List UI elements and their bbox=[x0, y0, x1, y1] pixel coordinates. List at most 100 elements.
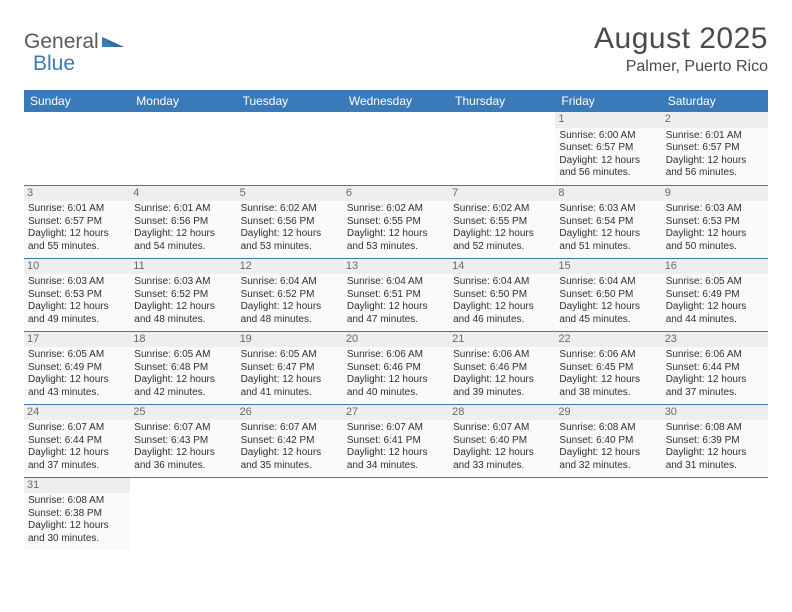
daylight-line: Daylight: 12 hours and 53 minutes. bbox=[347, 228, 445, 253]
day-number: 16 bbox=[662, 259, 768, 275]
sunset-line: Sunset: 6:49 PM bbox=[666, 289, 764, 302]
calendar-row: 31Sunrise: 6:08 AMSunset: 6:38 PMDayligh… bbox=[24, 477, 768, 550]
sunrise-line: Sunrise: 6:07 AM bbox=[241, 422, 339, 435]
day-number: 5 bbox=[237, 186, 343, 202]
day-number: 22 bbox=[555, 332, 661, 348]
daylight-line: Daylight: 12 hours and 56 minutes. bbox=[559, 155, 657, 180]
day-number: 28 bbox=[449, 405, 555, 421]
calendar-cell: 31Sunrise: 6:08 AMSunset: 6:38 PMDayligh… bbox=[24, 477, 130, 550]
weekday-header: Monday bbox=[130, 90, 236, 112]
calendar-cell: 12Sunrise: 6:04 AMSunset: 6:52 PMDayligh… bbox=[237, 258, 343, 331]
sunrise-line: Sunrise: 6:02 AM bbox=[241, 203, 339, 216]
daylight-line: Daylight: 12 hours and 45 minutes. bbox=[559, 301, 657, 326]
day-number: 12 bbox=[237, 259, 343, 275]
calendar-cell: 3Sunrise: 6:01 AMSunset: 6:57 PMDaylight… bbox=[24, 185, 130, 258]
daylight-line: Daylight: 12 hours and 54 minutes. bbox=[134, 228, 232, 253]
calendar-cell bbox=[343, 112, 449, 185]
day-number: 25 bbox=[130, 405, 236, 421]
sunset-line: Sunset: 6:49 PM bbox=[28, 362, 126, 375]
sunrise-line: Sunrise: 6:03 AM bbox=[28, 276, 126, 289]
sunset-line: Sunset: 6:51 PM bbox=[347, 289, 445, 302]
day-number: 26 bbox=[237, 405, 343, 421]
page-subtitle: Palmer, Puerto Rico bbox=[594, 58, 768, 76]
sunrise-line: Sunrise: 6:00 AM bbox=[559, 130, 657, 143]
daylight-line: Daylight: 12 hours and 35 minutes. bbox=[241, 447, 339, 472]
calendar-cell: 23Sunrise: 6:06 AMSunset: 6:44 PMDayligh… bbox=[662, 331, 768, 404]
sunset-line: Sunset: 6:52 PM bbox=[241, 289, 339, 302]
sunset-line: Sunset: 6:54 PM bbox=[559, 216, 657, 229]
day-number: 6 bbox=[343, 186, 449, 202]
calendar-cell bbox=[449, 112, 555, 185]
sunrise-line: Sunrise: 6:08 AM bbox=[666, 422, 764, 435]
calendar-cell: 25Sunrise: 6:07 AMSunset: 6:43 PMDayligh… bbox=[130, 404, 236, 477]
calendar-cell: 14Sunrise: 6:04 AMSunset: 6:50 PMDayligh… bbox=[449, 258, 555, 331]
sunrise-line: Sunrise: 6:04 AM bbox=[453, 276, 551, 289]
daylight-line: Daylight: 12 hours and 38 minutes. bbox=[559, 374, 657, 399]
sunset-line: Sunset: 6:38 PM bbox=[28, 508, 126, 521]
day-number: 24 bbox=[24, 405, 130, 421]
sunset-line: Sunset: 6:46 PM bbox=[453, 362, 551, 375]
sunset-line: Sunset: 6:41 PM bbox=[347, 435, 445, 448]
sunrise-line: Sunrise: 6:01 AM bbox=[134, 203, 232, 216]
daylight-line: Daylight: 12 hours and 55 minutes. bbox=[28, 228, 126, 253]
sunrise-line: Sunrise: 6:03 AM bbox=[666, 203, 764, 216]
day-number: 1 bbox=[555, 112, 661, 128]
day-number: 10 bbox=[24, 259, 130, 275]
sunset-line: Sunset: 6:47 PM bbox=[241, 362, 339, 375]
day-number: 13 bbox=[343, 259, 449, 275]
calendar-cell: 22Sunrise: 6:06 AMSunset: 6:45 PMDayligh… bbox=[555, 331, 661, 404]
day-number: 17 bbox=[24, 332, 130, 348]
sunset-line: Sunset: 6:55 PM bbox=[347, 216, 445, 229]
sunrise-line: Sunrise: 6:06 AM bbox=[453, 349, 551, 362]
day-number: 7 bbox=[449, 186, 555, 202]
sunrise-line: Sunrise: 6:04 AM bbox=[241, 276, 339, 289]
day-number: 27 bbox=[343, 405, 449, 421]
sunrise-line: Sunrise: 6:02 AM bbox=[453, 203, 551, 216]
calendar-cell: 19Sunrise: 6:05 AMSunset: 6:47 PMDayligh… bbox=[237, 331, 343, 404]
calendar-cell bbox=[237, 112, 343, 185]
calendar-cell: 2Sunrise: 6:01 AMSunset: 6:57 PMDaylight… bbox=[662, 112, 768, 185]
sunrise-line: Sunrise: 6:06 AM bbox=[559, 349, 657, 362]
sunrise-line: Sunrise: 6:05 AM bbox=[666, 276, 764, 289]
daylight-line: Daylight: 12 hours and 43 minutes. bbox=[28, 374, 126, 399]
header: General August 2025 Palmer, Puerto Rico bbox=[24, 22, 768, 76]
calendar-cell: 13Sunrise: 6:04 AMSunset: 6:51 PMDayligh… bbox=[343, 258, 449, 331]
calendar-cell: 10Sunrise: 6:03 AMSunset: 6:53 PMDayligh… bbox=[24, 258, 130, 331]
daylight-line: Daylight: 12 hours and 53 minutes. bbox=[241, 228, 339, 253]
day-number: 9 bbox=[662, 186, 768, 202]
sunset-line: Sunset: 6:53 PM bbox=[28, 289, 126, 302]
calendar-cell: 18Sunrise: 6:05 AMSunset: 6:48 PMDayligh… bbox=[130, 331, 236, 404]
day-number: 31 bbox=[24, 478, 130, 494]
sunrise-line: Sunrise: 6:01 AM bbox=[666, 130, 764, 143]
sunset-line: Sunset: 6:43 PM bbox=[134, 435, 232, 448]
daylight-line: Daylight: 12 hours and 48 minutes. bbox=[241, 301, 339, 326]
day-number: 4 bbox=[130, 186, 236, 202]
daylight-line: Daylight: 12 hours and 48 minutes. bbox=[134, 301, 232, 326]
sunrise-line: Sunrise: 6:08 AM bbox=[559, 422, 657, 435]
daylight-line: Daylight: 12 hours and 47 minutes. bbox=[347, 301, 445, 326]
calendar-cell: 27Sunrise: 6:07 AMSunset: 6:41 PMDayligh… bbox=[343, 404, 449, 477]
daylight-line: Daylight: 12 hours and 46 minutes. bbox=[453, 301, 551, 326]
calendar-cell: 9Sunrise: 6:03 AMSunset: 6:53 PMDaylight… bbox=[662, 185, 768, 258]
sunset-line: Sunset: 6:52 PM bbox=[134, 289, 232, 302]
logo-triangle-icon bbox=[102, 33, 124, 52]
logo-word2: Blue bbox=[33, 52, 75, 76]
sunset-line: Sunset: 6:55 PM bbox=[453, 216, 551, 229]
sunset-line: Sunset: 6:40 PM bbox=[453, 435, 551, 448]
logo-word1: General bbox=[24, 30, 99, 54]
day-number: 23 bbox=[662, 332, 768, 348]
day-number: 15 bbox=[555, 259, 661, 275]
day-number: 8 bbox=[555, 186, 661, 202]
calendar-row: 10Sunrise: 6:03 AMSunset: 6:53 PM Dayligh… bbox=[24, 258, 768, 331]
sunrise-line: Sunrise: 6:07 AM bbox=[134, 422, 232, 435]
calendar-row: 1Sunrise: 6:00 AMSunset: 6:57 PMDaylight… bbox=[24, 112, 768, 185]
sunrise-line: Sunrise: 6:01 AM bbox=[28, 203, 126, 216]
calendar-cell: 26Sunrise: 6:07 AMSunset: 6:42 PMDayligh… bbox=[237, 404, 343, 477]
daylight-line: Daylight: 12 hours and 52 minutes. bbox=[453, 228, 551, 253]
calendar-cell: 8Sunrise: 6:03 AMSunset: 6:54 PMDaylight… bbox=[555, 185, 661, 258]
calendar-cell bbox=[130, 112, 236, 185]
daylight-line: Daylight: 12 hours and 32 minutes. bbox=[559, 447, 657, 472]
sunrise-line: Sunrise: 6:05 AM bbox=[241, 349, 339, 362]
calendar-cell bbox=[343, 477, 449, 550]
calendar-cell: 17Sunrise: 6:05 AMSunset: 6:49 PMDayligh… bbox=[24, 331, 130, 404]
